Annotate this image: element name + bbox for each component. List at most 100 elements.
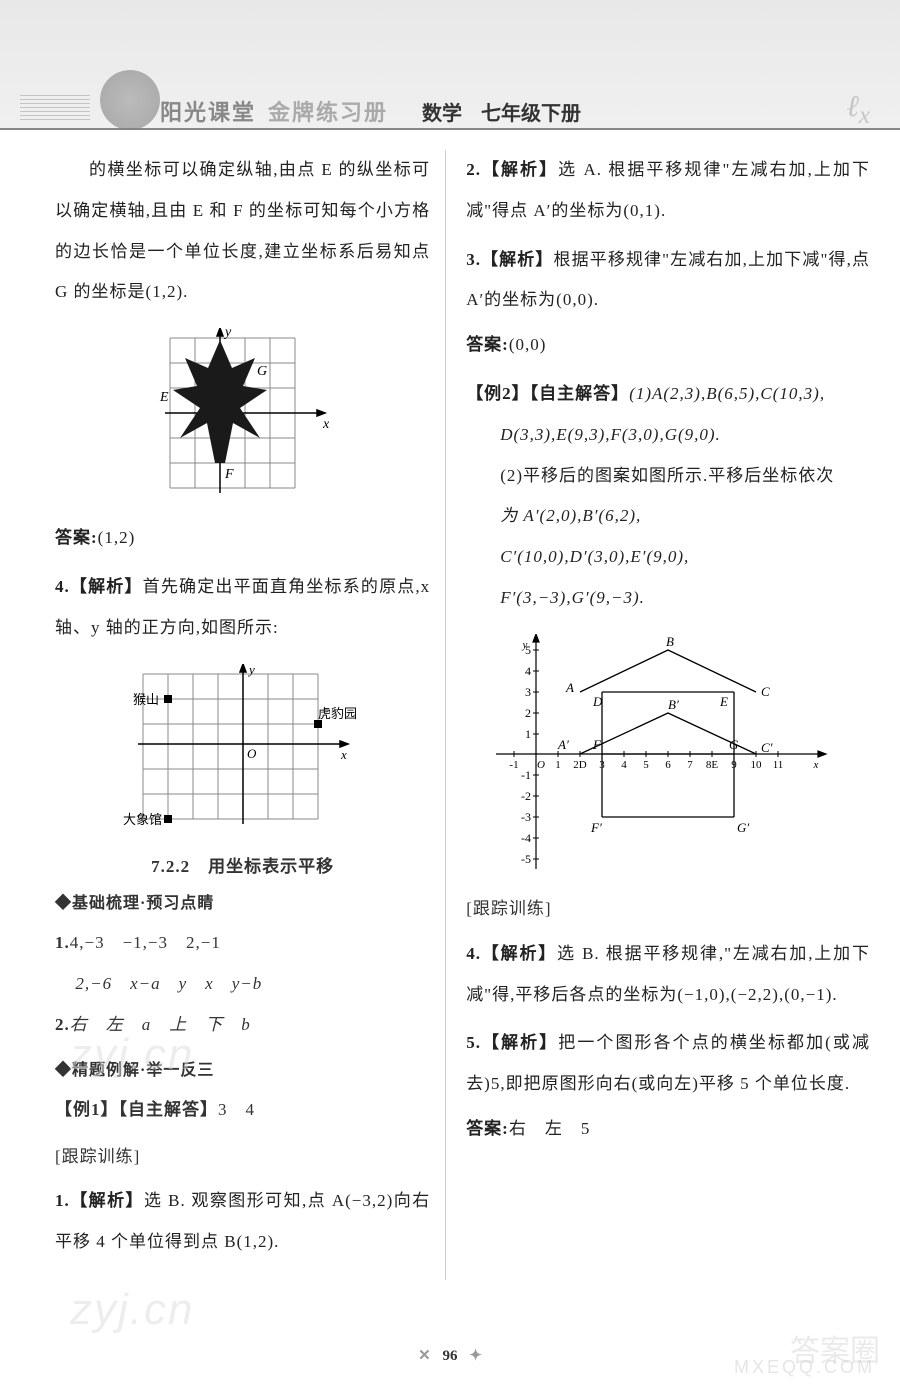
q2-prefix: 2.【解析】: [466, 160, 558, 179]
svg-text:D: D: [592, 694, 603, 709]
answer-1-label: 答案:: [55, 528, 98, 547]
question-2-block: 2.【解析】选 A. 根据平移规律"左减右加,上加下减"得点 A′的坐标为(0,…: [466, 150, 870, 232]
right-column: 2.【解析】选 A. 根据平移规律"左减右加,上加下减"得点 A′的坐标为(0,…: [446, 150, 870, 1280]
answer-3-label: 答案:: [466, 335, 509, 354]
svg-text:4: 4: [621, 759, 627, 771]
svg-text:F′: F′: [590, 820, 602, 835]
point-F-label: F: [224, 467, 234, 482]
track-training-label: [跟踪训练]: [55, 1137, 430, 1176]
ex1-answer: 3 4: [218, 1100, 255, 1119]
intro-paragraph: 的横坐标可以确定纵轴,由点 E 的纵坐标可以确定横轴,且由 E 和 F 的坐标可…: [55, 150, 430, 313]
page-number-value: 96: [443, 1348, 458, 1364]
answer-3-value: (0,0): [509, 335, 547, 354]
svg-text:x: x: [813, 759, 819, 771]
page-decor-right-icon: ✦: [469, 1346, 482, 1365]
svg-text:B′: B′: [668, 697, 679, 712]
svg-text:11: 11: [773, 759, 784, 771]
subsection-1: ◆基础梳理·预习点睛: [55, 889, 430, 913]
ex1-label: 【例1】【自主解答】: [55, 1100, 218, 1119]
svg-text:y: y: [522, 639, 528, 651]
svg-text:7: 7: [687, 759, 693, 771]
section-title: 7.2.2 用坐标表示平移: [55, 852, 430, 877]
svg-text:-3: -3: [521, 810, 531, 824]
svg-text:C: C: [761, 684, 770, 699]
exercise-2: 2.右 左 a 上 下 b: [55, 1005, 430, 1044]
example-2-block: 【例2】【自主解答】(1)A(2,3),B(6,5),C(10,3),: [466, 374, 870, 415]
svg-text:4: 4: [525, 664, 531, 678]
answer-5-value: 右 左 5: [509, 1119, 591, 1138]
svg-text:10: 10: [751, 759, 763, 771]
svg-text:2: 2: [525, 706, 531, 720]
ex2-prefix: 2.: [55, 1015, 70, 1034]
watermark-mxe: MXEQQ.COM: [734, 1357, 875, 1378]
q1-prefix: 1.【解析】: [55, 1191, 144, 1210]
answer-1-value: (1,2): [98, 528, 136, 547]
zoo-y-label: y: [247, 664, 255, 677]
header-course: 数学: [422, 97, 462, 126]
header-logo: [100, 70, 160, 130]
example2-t3: (2)平移后的图案如图所示.平移后坐标依次: [466, 456, 870, 497]
subsection-2: ◆精题例解·举一反三: [55, 1056, 430, 1080]
point-G-label: G: [257, 364, 267, 379]
example2-t5: C′(10,0),D′(3,0),E′(9,0),: [466, 537, 870, 578]
q5-prefix: 5.【解析】: [466, 1033, 558, 1052]
svg-text:A′: A′: [557, 737, 569, 752]
svg-text:5: 5: [643, 759, 649, 771]
ex2-text: 右 左 a 上 下 b: [70, 1015, 251, 1034]
svg-text:-1: -1: [510, 759, 519, 771]
page-header: 阳光课堂 金牌练习册 数学 七年级下册 ℓx: [0, 0, 900, 130]
svg-text:A: A: [565, 680, 574, 695]
answer-5: 答案:右 左 5: [466, 1109, 870, 1150]
leaf-grid-diagram: y x E G F: [145, 328, 340, 503]
page-decor-left-icon: ✕: [418, 1346, 431, 1365]
answer-3: 答案:(0,0): [466, 325, 870, 366]
answer-1: 答案:(1,2): [55, 518, 430, 559]
track-training-label-2: [跟踪训练]: [466, 889, 870, 928]
svg-text:F: F: [592, 737, 602, 752]
header-title: 阳光课堂: [160, 95, 256, 127]
ex1-prefix: 1.: [55, 933, 70, 952]
svg-text:1: 1: [525, 727, 531, 741]
header-decor-lines: [20, 95, 90, 123]
svg-text:1: 1: [555, 759, 561, 771]
ex1-text: 4,−3 −1,−3 2,−1: [70, 933, 221, 952]
svg-text:-5: -5: [521, 852, 531, 866]
svg-text:3: 3: [525, 685, 531, 699]
page-number: ✕ 96 ✦: [410, 1346, 490, 1365]
header-subtitle: 金牌练习册: [268, 95, 388, 127]
q4-prefix: 4.【解析】: [55, 577, 143, 596]
svg-text:6: 6: [665, 759, 671, 771]
example2-t6: F′(3,−3),G′(9,−3).: [466, 578, 870, 619]
header-grade: 七年级下册: [481, 97, 581, 126]
svg-text:-2: -2: [521, 789, 531, 803]
zoo-monkey-label: 猴山: [133, 692, 159, 707]
svg-text:2D: 2D: [573, 759, 587, 771]
svg-text:E: E: [719, 694, 728, 709]
question-4r-block: 4.【解析】选 B. 根据平移规律,"左减右加,上加下减"得,平移后各点的坐标为…: [466, 934, 870, 1016]
example2-label: 【例2】【自主解答】: [466, 384, 629, 403]
svg-text:-4: -4: [521, 831, 531, 845]
svg-text:G: G: [729, 737, 739, 752]
zoo-elephant-label: 大象馆: [123, 812, 162, 827]
ex1b-text: 2,−6 x−a y x y−b: [75, 974, 262, 993]
question-5-block: 5.【解析】把一个图形各个点的横坐标都加(或减去)5,即把原图形向右(或向左)平…: [466, 1023, 870, 1105]
question-4-block: 4.【解析】首先确定出平面直角坐标系的原点,x 轴、y 轴的正方向,如图所示:: [55, 567, 430, 649]
example2-t1: (1)A(2,3),B(6,5),C(10,3),: [629, 384, 825, 403]
svg-text:C′: C′: [761, 740, 773, 755]
example2-t4: 为 A′(2,0),B′(6,2),: [466, 496, 870, 537]
exercise-1: 1.4,−3 −1,−3 2,−1: [55, 923, 430, 962]
svg-text:O: O: [537, 759, 545, 771]
zoo-tiger-label: 虎豹园: [318, 706, 357, 721]
question-1-block: 1.【解析】选 B. 观察图形可知,点 A(−3,2)向右平移 4 个单位得到点…: [55, 1181, 430, 1263]
content-columns: 的横坐标可以确定纵轴,由点 E 的纵坐标可以确定横轴,且由 E 和 F 的坐标可…: [0, 130, 900, 1340]
zoo-grid-diagram: y x O 猴山 虎豹园 大象馆: [123, 664, 363, 834]
page-container: 阳光课堂 金牌练习册 数学 七年级下册 ℓx 的横坐标可以确定纵轴,由点 E 的…: [0, 0, 900, 1390]
svg-text:-1: -1: [521, 768, 531, 782]
house-translation-diagram: 5 4 3 2 1 -1 -2 -3 -4 -5 -1 O 1 2D: [481, 634, 831, 874]
q4r-prefix: 4.【解析】: [466, 944, 557, 963]
svg-text:G′: G′: [737, 820, 749, 835]
svg-text:B: B: [666, 634, 674, 649]
q3-prefix: 3.【解析】: [466, 250, 553, 269]
zoo-origin-label: O: [247, 746, 257, 761]
example-1: 【例1】【自主解答】3 4: [55, 1090, 430, 1129]
